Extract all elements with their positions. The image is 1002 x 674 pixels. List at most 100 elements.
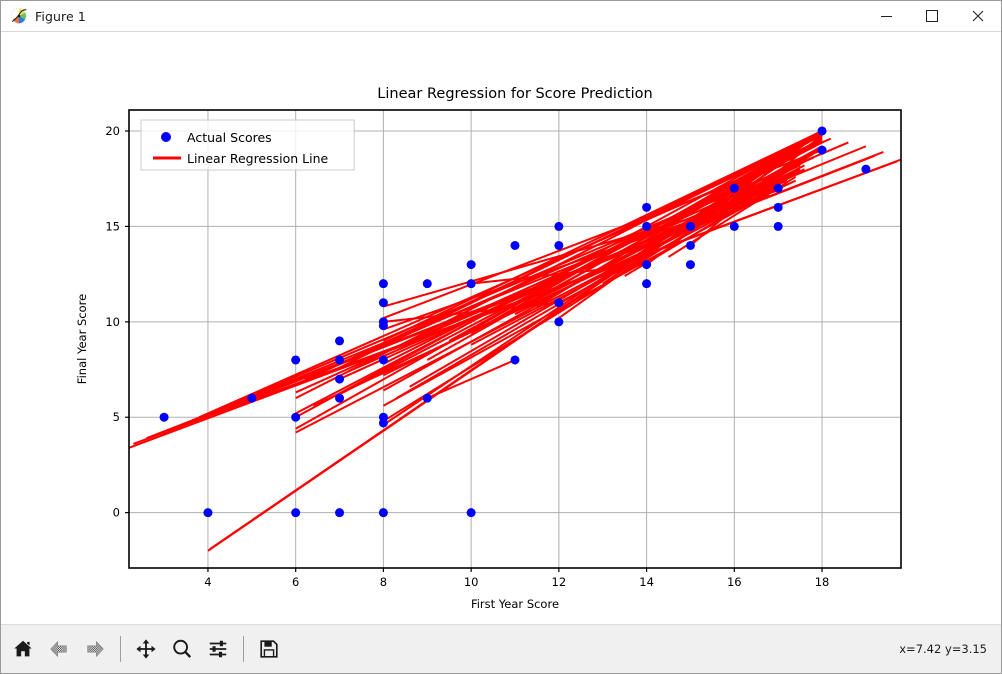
regression-line-segment <box>536 132 823 308</box>
matplotlib-figure[interactable]: Linear Regression for Score Prediction 4… <box>1 32 1001 624</box>
scatter-point <box>729 183 739 193</box>
regression-line-segment <box>580 153 814 293</box>
pan-button[interactable] <box>131 634 161 664</box>
back-button[interactable] <box>44 634 74 664</box>
scatter-point <box>773 183 783 193</box>
right-arrow-icon <box>87 640 104 658</box>
scatter-point <box>554 221 564 231</box>
minimize-icon <box>880 15 892 17</box>
scatter-point <box>335 336 345 346</box>
save-button[interactable] <box>254 634 284 664</box>
scatter-point <box>817 126 827 136</box>
maximize-button[interactable] <box>909 1 955 31</box>
scatter-point <box>773 202 783 212</box>
minimize-button[interactable] <box>863 1 909 31</box>
scatter-point <box>335 393 345 403</box>
home-button[interactable] <box>8 634 38 664</box>
scatter-point <box>466 508 476 518</box>
toolbar-separator-1 <box>120 636 121 662</box>
floppy-disk-icon <box>260 640 278 658</box>
scatter-point <box>554 240 564 250</box>
scatter-point <box>378 321 388 331</box>
scatter-point <box>466 279 476 289</box>
matplotlib-icon <box>10 7 28 25</box>
scatter-point <box>685 240 695 250</box>
regression-line-segment <box>426 359 516 400</box>
x-tick-label: 12 <box>552 575 567 589</box>
x-tick-label: 4 <box>204 575 211 589</box>
close-button[interactable] <box>955 1 1001 31</box>
x-tick-label: 6 <box>292 575 299 589</box>
legend-label-regression-line: Linear Regression Line <box>187 151 329 166</box>
x-tick-label: 18 <box>815 575 830 589</box>
scatter-point <box>642 221 652 231</box>
axes-frame <box>128 109 902 569</box>
scatter-point <box>291 355 301 365</box>
y-tick-label: 5 <box>113 410 120 424</box>
legend-marker-actual-scores <box>161 132 171 142</box>
scatter-point <box>291 412 301 422</box>
legend-box <box>140 119 355 171</box>
scatter-point <box>422 279 432 289</box>
forward-button[interactable] <box>80 634 110 664</box>
magnifier-icon <box>173 639 192 658</box>
scatter-point <box>510 240 520 250</box>
scatter-points <box>159 126 871 518</box>
left-arrow-icon <box>50 640 67 658</box>
regression-line-segment <box>382 130 823 342</box>
coordinate-readout: x=7.42 y=3.15 <box>899 642 987 656</box>
scatter-point <box>642 279 652 289</box>
regression-line-segment <box>645 130 823 266</box>
scatter-point <box>335 508 345 518</box>
chart-legend: Actual Scores Linear Regression Line <box>140 119 355 171</box>
window-controls <box>863 1 1001 31</box>
scatter-point <box>685 221 695 231</box>
regression-line-segment <box>198 137 832 419</box>
scatter-point <box>159 412 169 422</box>
close-icon <box>972 10 984 22</box>
window-title: Figure 1 <box>35 8 86 24</box>
x-axis-ticks: 4 6 8 10 12 14 16 18 <box>204 568 829 589</box>
x-tick-label: 14 <box>639 575 654 589</box>
y-axis-ticks: 0 5 10 15 20 <box>105 124 129 520</box>
x-tick-label: 10 <box>464 575 479 589</box>
scatter-point <box>378 418 388 428</box>
x-tick-label: 8 <box>380 575 387 589</box>
x-axis-label: First Year Score <box>471 597 559 611</box>
configure-subplots-button[interactable] <box>203 634 233 664</box>
chart-title: Linear Regression for Score Prediction <box>377 86 652 102</box>
y-axis-label: Final Year Score <box>75 294 89 384</box>
scatter-point <box>685 260 695 270</box>
scatter-point <box>510 355 520 365</box>
scatter-point <box>378 298 388 308</box>
y-tick-label: 0 <box>113 506 120 520</box>
y-tick-label: 20 <box>105 124 120 138</box>
scatter-point <box>466 260 476 270</box>
scatter-point <box>817 145 827 155</box>
scatter-point <box>378 508 388 518</box>
window-titlebar: Figure 1 <box>1 1 1001 32</box>
sliders-icon <box>209 640 227 658</box>
scatter-point <box>554 298 564 308</box>
legend-label-actual-scores: Actual Scores <box>187 130 272 145</box>
home-icon <box>14 640 32 657</box>
scatter-point <box>642 260 652 270</box>
scatter-point <box>554 317 564 327</box>
regression-line-segment <box>602 135 823 285</box>
y-tick-label: 15 <box>105 219 120 233</box>
y-tick-label: 10 <box>105 315 120 329</box>
scatter-point <box>203 508 213 518</box>
zoom-button[interactable] <box>167 634 197 664</box>
x-tick-label: 16 <box>727 575 742 589</box>
scatter-point <box>422 393 432 403</box>
regression-line-segment <box>470 130 823 335</box>
move-cross-arrows-icon <box>136 639 156 659</box>
scatter-point <box>291 508 301 518</box>
figure-canvas[interactable]: Linear Regression for Score Prediction 4… <box>1 32 1001 624</box>
scatter-point <box>773 221 783 231</box>
navigation-toolbar: x=7.42 y=3.15 <box>1 624 1001 673</box>
scatter-point <box>378 355 388 365</box>
scatter-point <box>642 202 652 212</box>
scatter-point <box>729 221 739 231</box>
